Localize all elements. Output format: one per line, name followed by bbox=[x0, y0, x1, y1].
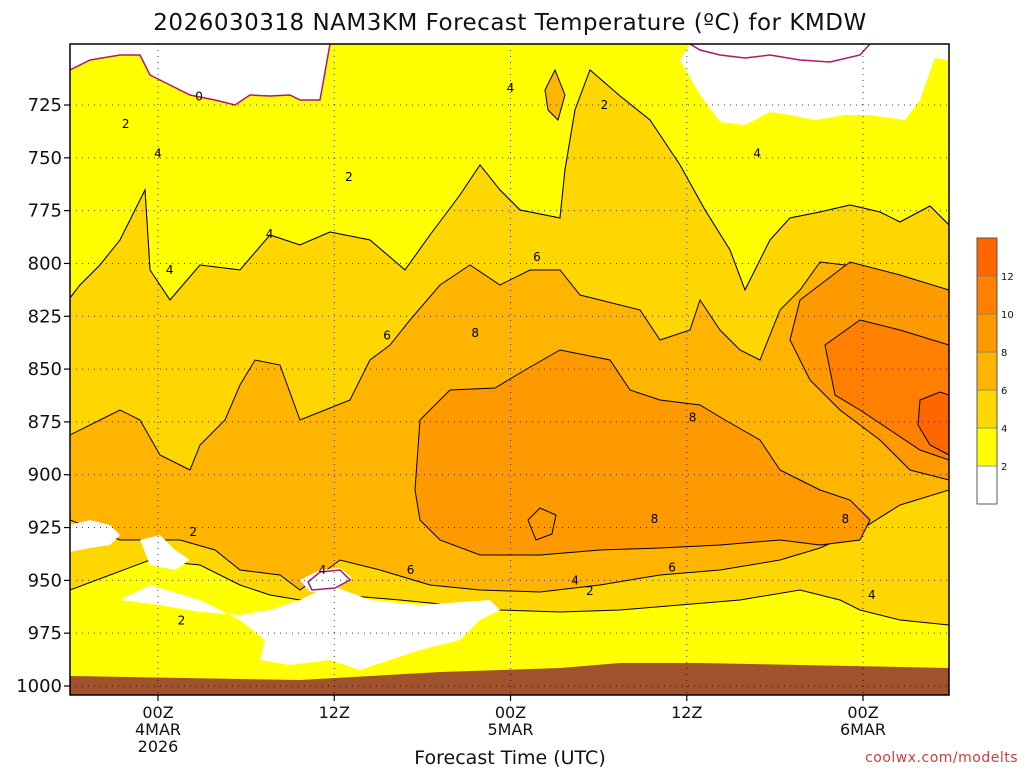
x-axis-label: Forecast Time (UTC) bbox=[414, 747, 605, 768]
band-below-2-bottom bbox=[120, 585, 500, 670]
colorbar-segment bbox=[976, 275, 998, 315]
y-tick-label: 925 bbox=[28, 518, 62, 539]
colorbar-segment bbox=[976, 389, 998, 429]
colorbar-segment bbox=[976, 465, 998, 505]
contour-label: 2 bbox=[586, 584, 594, 598]
colorbar-label: 2 bbox=[1001, 462, 1007, 473]
band-below-2-pocket bbox=[140, 535, 190, 570]
x-tick-label: 00Z bbox=[142, 703, 173, 722]
contour-label: 4 bbox=[753, 147, 761, 161]
contour-label: 8 bbox=[471, 326, 479, 340]
y-tick-label: 850 bbox=[28, 359, 62, 380]
contour-label: 4 bbox=[154, 147, 162, 161]
ground-surface bbox=[70, 663, 949, 695]
colorbar-label: 12 bbox=[1001, 272, 1014, 283]
colorbar-label: 6 bbox=[1001, 386, 1007, 397]
colorbar-segment bbox=[976, 351, 998, 391]
contour-label: 0 bbox=[195, 90, 203, 104]
contour-label: 6 bbox=[668, 561, 676, 575]
y-tick-label: 775 bbox=[28, 201, 62, 222]
x-tick-label: 12Z bbox=[671, 703, 702, 722]
y-tick-label: 875 bbox=[28, 412, 62, 433]
freezing-line-cell bbox=[307, 569, 352, 591]
contour-label: 2 bbox=[601, 98, 609, 112]
colorbar-label: 10 bbox=[1001, 310, 1014, 321]
y-tick-label: 750 bbox=[28, 148, 62, 169]
contour-label: 4 bbox=[319, 563, 327, 577]
band-below-2-top bbox=[70, 44, 330, 105]
contour-label: 2 bbox=[178, 614, 186, 628]
contour-label: 6 bbox=[533, 250, 541, 264]
contour-label: 2 bbox=[189, 525, 197, 539]
y-tick-label: 900 bbox=[28, 465, 62, 486]
y-axis: 725 750 775 800 825 850 875 900 925 950 975 1000 bbox=[16, 95, 70, 697]
y-tick-label: 975 bbox=[28, 623, 62, 644]
contour-label: 8 bbox=[651, 512, 659, 526]
colorbar-segment bbox=[976, 427, 998, 467]
contour-label: 4 bbox=[166, 263, 174, 277]
contour-island bbox=[544, 68, 566, 121]
x-tick-label: 2026 bbox=[138, 737, 179, 756]
contour-label: 2 bbox=[122, 117, 130, 131]
grid-lines bbox=[70, 44, 949, 695]
cell-8-10-small bbox=[527, 507, 557, 541]
band-above-12 bbox=[917, 391, 949, 456]
temperature-fill bbox=[70, 44, 949, 695]
contour-label: 4 bbox=[507, 81, 515, 95]
colorbar-label: 4 bbox=[1001, 424, 1007, 435]
contour-label: 4 bbox=[266, 227, 274, 241]
x-tick-label: 00Z bbox=[847, 703, 878, 722]
band-4-6-upper bbox=[70, 69, 949, 471]
x-tick-label: 6MAR bbox=[840, 720, 886, 739]
contour-label: 8 bbox=[689, 411, 697, 425]
contour-label: 8 bbox=[842, 512, 850, 526]
colorbar-segment bbox=[976, 313, 998, 353]
y-tick-label: 825 bbox=[28, 306, 62, 327]
x-tick-label: 12Z bbox=[319, 703, 350, 722]
y-tick-label: 950 bbox=[28, 570, 62, 591]
contour-label: 4 bbox=[571, 573, 579, 587]
chart-title: 2026030318 NAM3KM Forecast Temperature (… bbox=[153, 10, 866, 36]
credit-text: coolwx.com/modelts bbox=[865, 750, 1018, 766]
x-tick-label: 5MAR bbox=[487, 720, 533, 739]
colorbar-frame bbox=[976, 237, 998, 505]
contour-label: 6 bbox=[407, 563, 415, 577]
freezing-line-top bbox=[70, 44, 331, 106]
colorbar-label: 8 bbox=[1001, 348, 1007, 359]
freezing-line-top-right bbox=[689, 44, 871, 63]
y-tick-label: 725 bbox=[28, 95, 62, 116]
x-tick-label: 00Z bbox=[495, 703, 526, 722]
band-8-10 bbox=[414, 349, 871, 556]
y-tick-label: 1000 bbox=[16, 676, 62, 697]
y-tick-label: 800 bbox=[28, 253, 62, 274]
contour-label: 6 bbox=[383, 328, 391, 342]
colorbar-segment bbox=[976, 237, 998, 277]
contour-label: 2 bbox=[345, 170, 353, 184]
x-tick-label: 4MAR bbox=[135, 720, 181, 739]
contour-label: 4 bbox=[868, 588, 876, 602]
band-below-2-top-right bbox=[680, 44, 949, 125]
colorbar: 2 4 6 8 10 12 bbox=[976, 237, 1014, 505]
